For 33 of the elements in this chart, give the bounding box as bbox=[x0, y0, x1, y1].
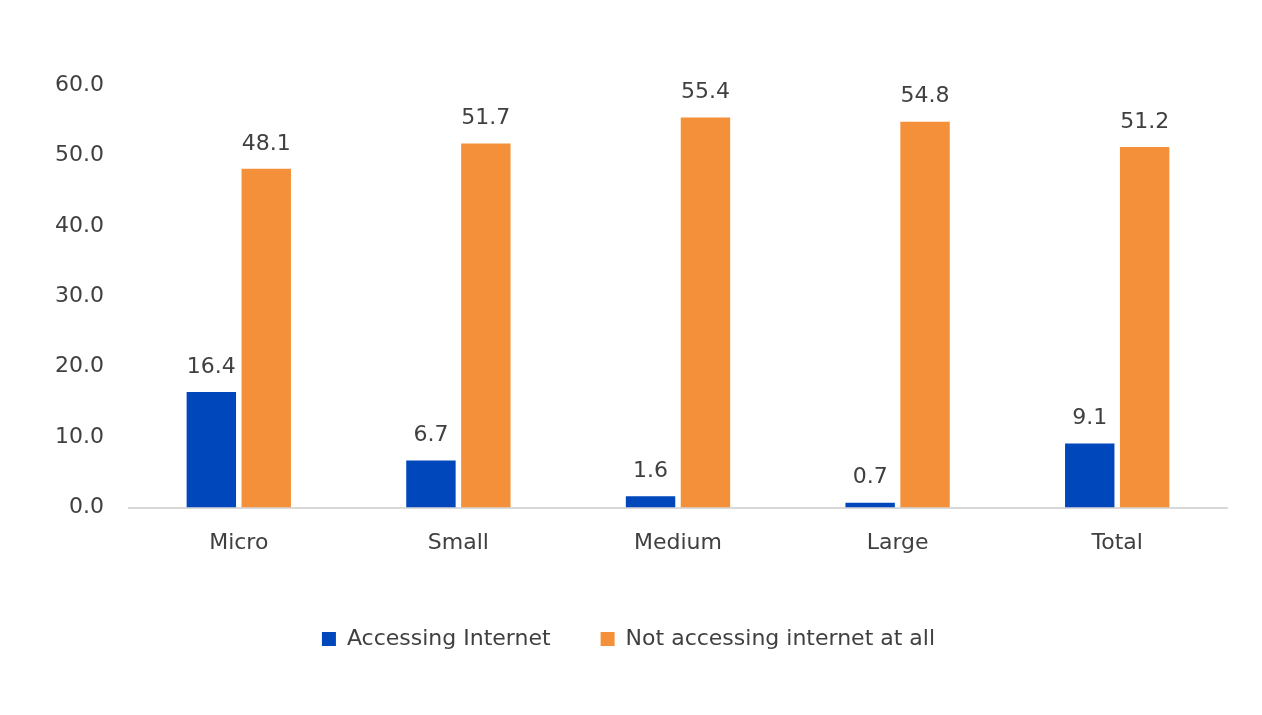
bar bbox=[461, 143, 511, 508]
bar bbox=[406, 460, 456, 508]
y-tick-label: 30.0 bbox=[55, 282, 104, 308]
legend-label: Not accessing internet at all bbox=[625, 624, 936, 650]
y-tick-label: 20.0 bbox=[55, 352, 104, 378]
data-label: 48.1 bbox=[241, 129, 291, 155]
bar bbox=[241, 168, 291, 508]
y-tick-label: 0.0 bbox=[68, 493, 104, 519]
y-tick-label: 10.0 bbox=[55, 422, 104, 448]
bar bbox=[186, 392, 237, 508]
x-tick-label: Large bbox=[866, 528, 929, 554]
data-label: 16.4 bbox=[186, 352, 236, 378]
y-tick-label: 40.0 bbox=[55, 211, 104, 237]
data-label: 1.6 bbox=[633, 457, 669, 483]
data-label: 51.7 bbox=[461, 104, 511, 130]
y-tick-label: 60.0 bbox=[55, 70, 104, 96]
x-tick-label: Small bbox=[427, 528, 489, 554]
bar bbox=[1065, 443, 1115, 508]
bar bbox=[625, 496, 676, 508]
bar bbox=[680, 117, 731, 508]
data-label: 9.1 bbox=[1072, 404, 1108, 430]
data-label: 54.8 bbox=[900, 82, 950, 108]
data-label: 6.7 bbox=[413, 421, 449, 447]
data-label: 51.2 bbox=[1120, 107, 1170, 133]
data-label: 0.7 bbox=[852, 463, 888, 489]
x-tick-label: Micro bbox=[209, 528, 269, 554]
bar bbox=[900, 121, 950, 508]
data-label: 55.4 bbox=[680, 78, 730, 104]
x-tick-label: Total bbox=[1090, 528, 1143, 554]
y-tick-label: 50.0 bbox=[55, 141, 104, 167]
legend-label: Accessing Internet bbox=[346, 624, 551, 650]
x-tick-label: Medium bbox=[634, 528, 722, 554]
bar bbox=[1119, 146, 1170, 508]
